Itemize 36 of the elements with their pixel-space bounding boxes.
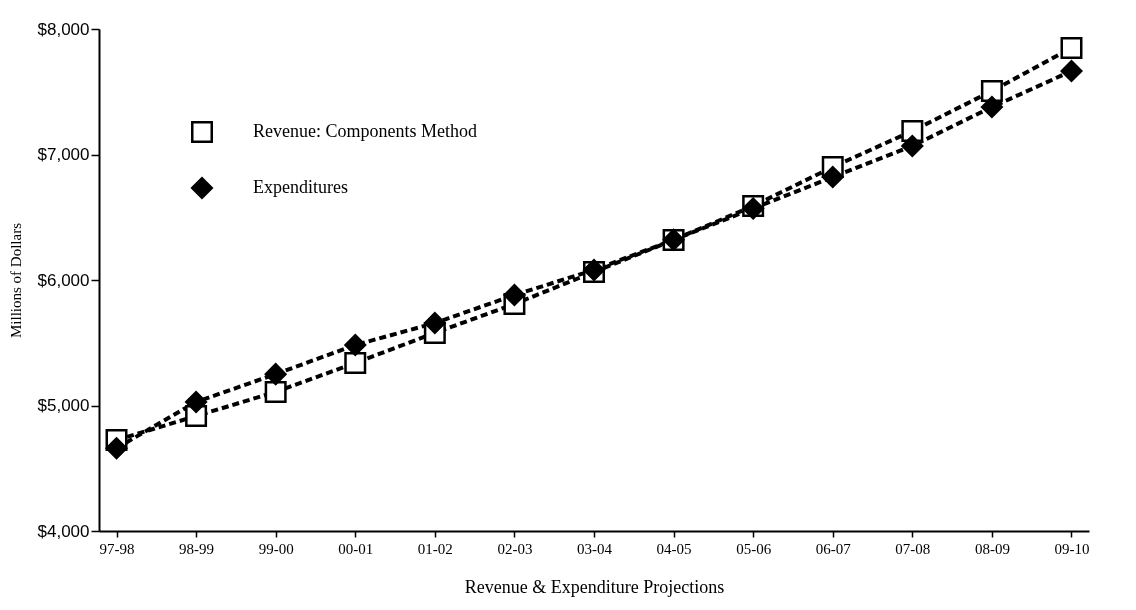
x-tick-label: 02-03 <box>497 540 533 557</box>
x-tick-label: 05-06 <box>736 540 772 557</box>
point <box>1060 36 1083 59</box>
point <box>423 312 446 335</box>
x-axis-title: Revenue & Expenditure Projections <box>464 576 725 597</box>
x-tick-label: 08-09 <box>974 540 1010 557</box>
x-tick-label: 99-00 <box>258 540 294 557</box>
point <box>344 351 367 374</box>
point <box>503 284 526 307</box>
y-tick-label: $7,000 <box>37 145 90 164</box>
y-tick-label: $4,000 <box>37 521 90 541</box>
point <box>344 334 367 357</box>
point <box>264 363 287 386</box>
point <box>1060 60 1083 83</box>
y-axis-title: Millions of Dollars <box>7 222 24 338</box>
point <box>264 380 287 403</box>
x-tick-label: 04-05 <box>656 540 692 557</box>
legend-label: Expenditures <box>253 177 348 197</box>
x-tick-label: 09-10 <box>1054 540 1090 557</box>
legend-label: Revenue: Components Method <box>253 121 477 141</box>
y-tick-label: $5,000 <box>37 396 90 415</box>
x-tick-label: 01-02 <box>417 540 453 557</box>
point <box>105 437 128 460</box>
point <box>821 166 844 189</box>
y-tick-label: $8,000 <box>37 19 90 39</box>
point <box>980 96 1003 119</box>
point <box>185 390 208 413</box>
x-tick-label: 98-99 <box>179 540 215 557</box>
x-tick-label: 97-98 <box>99 540 135 557</box>
point <box>901 134 924 157</box>
x-tick-label: 03-04 <box>577 540 613 557</box>
point <box>980 80 1003 102</box>
x-tick-label: 00-01 <box>338 540 374 557</box>
x-tick-label: 07-08 <box>895 540 931 557</box>
x-tick-label: 06-07 <box>815 540 852 557</box>
y-tick-label: $6,000 <box>37 270 90 290</box>
